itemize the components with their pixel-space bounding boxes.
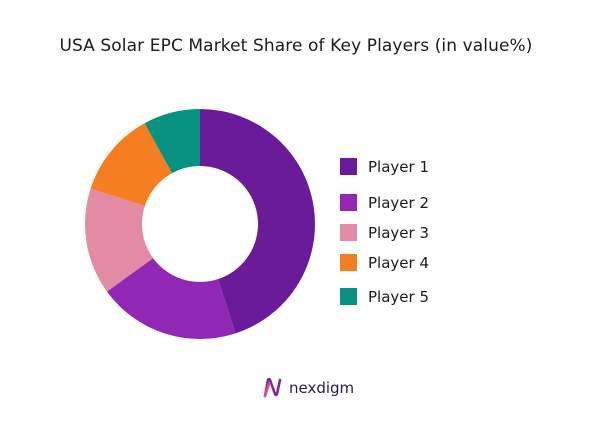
legend-swatch-4 <box>340 254 357 271</box>
slice-player-5 <box>144 109 200 174</box>
slice-player-3 <box>85 188 154 292</box>
slice-player-4 <box>90 123 173 207</box>
legend-label-4: Player 4 <box>368 254 429 272</box>
slice-player-1 <box>200 109 315 334</box>
legend-label-2: Player 2 <box>368 194 429 212</box>
legend-label-5: Player 5 <box>368 288 429 306</box>
legend-swatch-1 <box>340 158 357 175</box>
chart-title: USA Solar EPC Market Share of Key Player… <box>59 36 533 56</box>
donut-slices <box>85 109 315 339</box>
legend: Player 1 Player 2 Player 3 Player 4 Player 5 <box>340 158 429 306</box>
legend-swatch-5 <box>340 288 357 305</box>
nexdigm-logo-icon <box>263 377 282 398</box>
legend-label-3: Player 3 <box>368 224 429 242</box>
slice-player-2 <box>106 258 236 339</box>
brand-logo: nexdigm <box>262 376 354 400</box>
legend-swatch-2 <box>340 194 357 211</box>
brand-name: nexdigm <box>289 379 355 397</box>
legend-label-1: Player 1 <box>368 158 429 176</box>
legend-swatch-3 <box>340 224 357 241</box>
